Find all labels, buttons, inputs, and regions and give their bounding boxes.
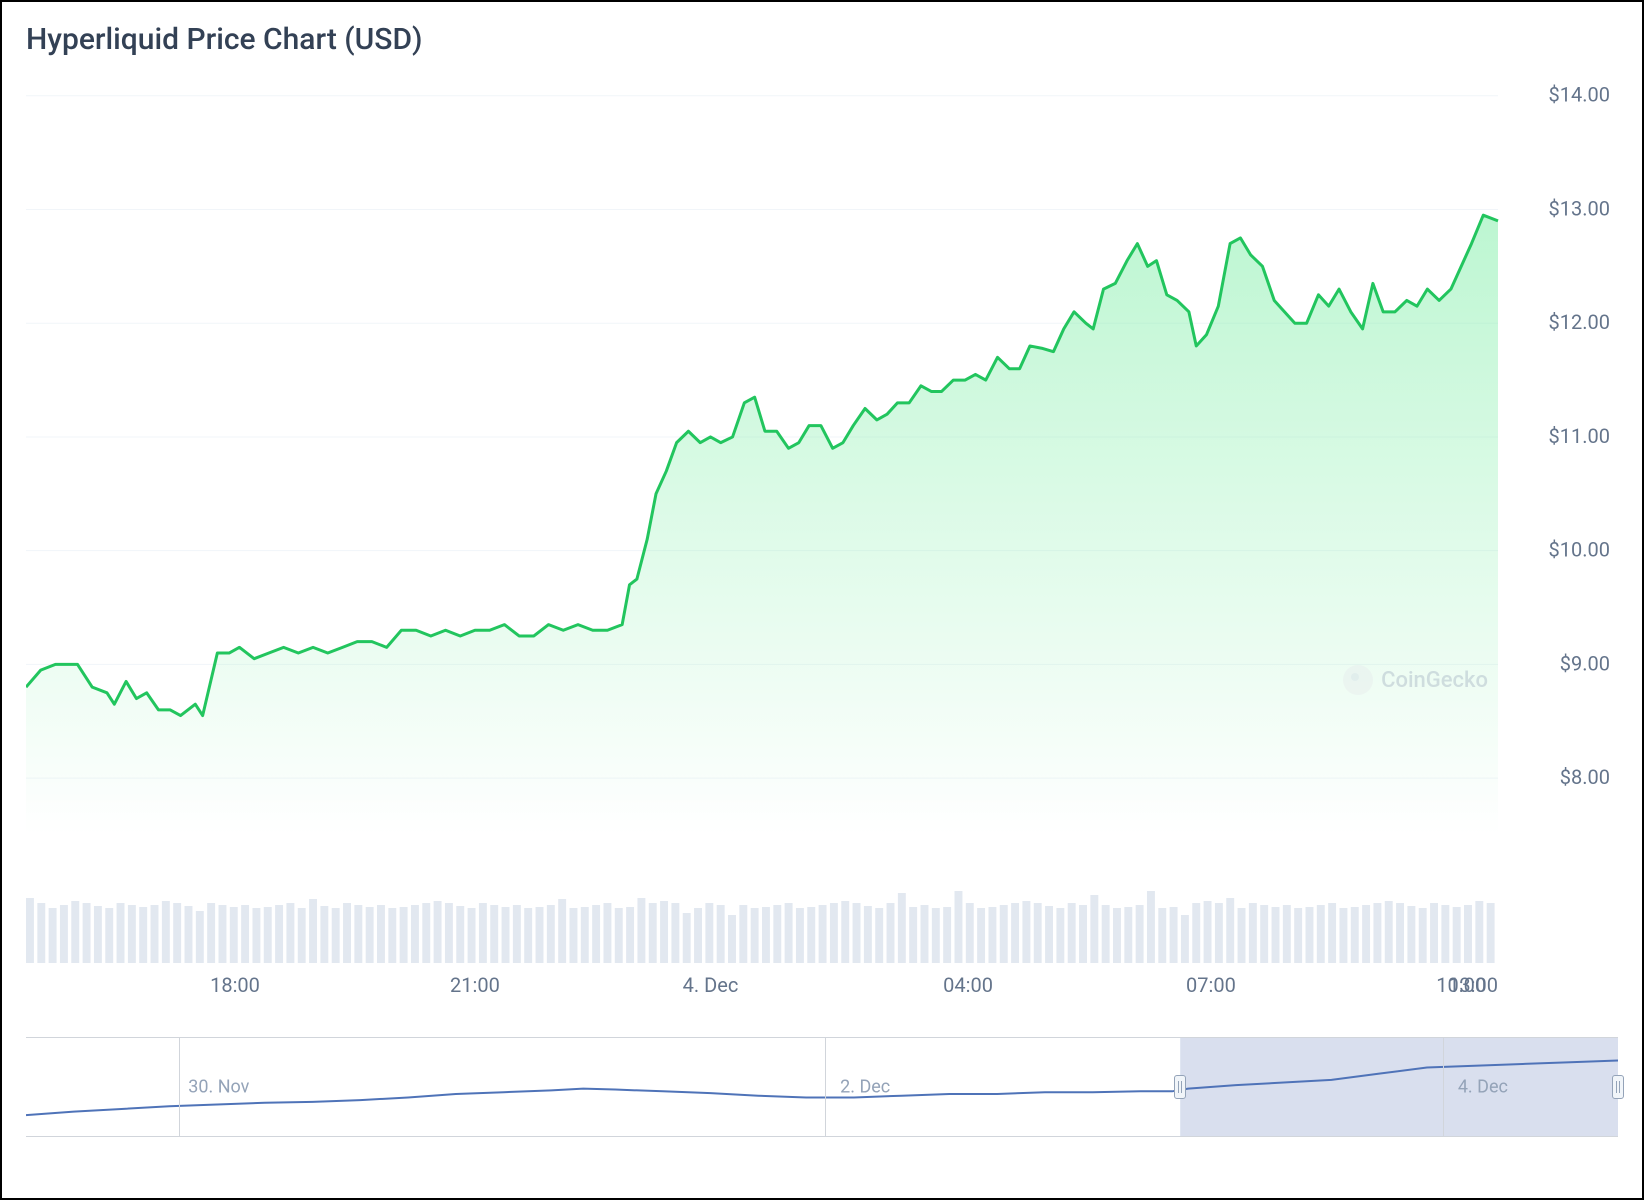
x-axis: 18:0021:004. Dec04:0007:0010:0013:00 [26, 967, 1618, 1007]
volume-chart[interactable] [26, 863, 1618, 963]
watermark-text: CoinGecko [1381, 668, 1488, 693]
navigator-tick [825, 1038, 826, 1136]
navigator-label: 4. Dec [1458, 1077, 1508, 1098]
main-chart[interactable]: $8.00 $9.00 $10.00 $11.00 $12.00 $13.00 $14.00… [26, 65, 1618, 855]
x-axis-label: 07:00 [1186, 973, 1236, 997]
x-axis-label: 4. Dec [683, 973, 739, 997]
x-axis-label: 04:00 [943, 973, 993, 997]
svg-text:$10.00: $10.00 [1549, 538, 1610, 562]
main-chart-svg: $8.00 $9.00 $10.00 $11.00 $12.00 $13.00 $14.00 [26, 65, 1618, 855]
navigator[interactable]: 30. Nov 2. Dec 4. Dec [26, 1037, 1618, 1137]
coingecko-icon [1343, 665, 1373, 695]
navigator-tick [179, 1038, 180, 1136]
navigator-handle-right[interactable] [1612, 1075, 1624, 1099]
navigator-tick [1443, 1038, 1444, 1136]
navigator-label: 30. Nov [188, 1077, 249, 1098]
navigator-label: 2. Dec [840, 1077, 890, 1098]
x-axis-label: 21:00 [450, 973, 500, 997]
navigator-svg [26, 1038, 1618, 1136]
watermark: CoinGecko [1343, 665, 1488, 695]
x-axis-label: 13:00 [1448, 973, 1498, 997]
x-axis-label: 18:00 [210, 973, 260, 997]
svg-text:$11.00: $11.00 [1549, 424, 1610, 448]
svg-text:$12.00: $12.00 [1549, 310, 1610, 334]
navigator-handle-left[interactable] [1174, 1075, 1186, 1099]
svg-text:$13.00: $13.00 [1549, 196, 1610, 220]
chart-title: Hyperliquid Price Chart (USD) [26, 22, 1618, 57]
volume-chart-svg [26, 863, 1618, 963]
chart-container: Hyperliquid Price Chart (USD) $8.00 $9.00… [0, 0, 1644, 1200]
svg-text:$9.00: $9.00 [1560, 651, 1610, 675]
svg-text:$14.00: $14.00 [1549, 83, 1610, 107]
svg-text:$8.00: $8.00 [1560, 765, 1610, 789]
